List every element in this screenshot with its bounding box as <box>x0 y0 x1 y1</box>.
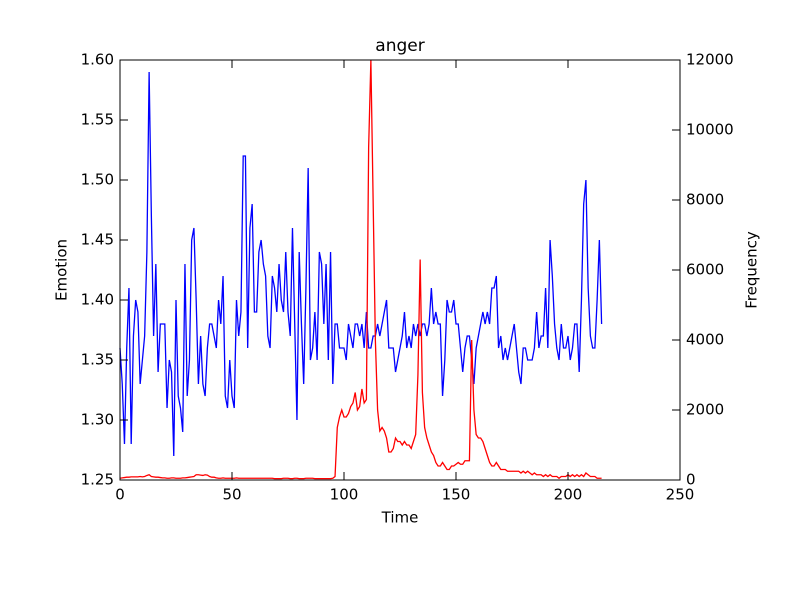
y-tick-label: 1.60 <box>81 51 114 69</box>
y-tick-label: 1.45 <box>81 231 114 249</box>
y-tick-label: 1.30 <box>81 411 114 429</box>
data-line <box>119 59 602 480</box>
y-tick-label: 1.55 <box>81 111 114 129</box>
plot-frame <box>119 59 681 481</box>
x-tick-label: 0 <box>115 486 125 504</box>
x-tick-label: 250 <box>666 486 695 504</box>
y2-tick-label: 6000 <box>686 261 724 279</box>
y2-tick-label: 10000 <box>686 121 734 139</box>
y2-tick-label: 12000 <box>686 51 734 69</box>
y2-tick-label: 4000 <box>686 331 724 349</box>
y2-axis-label: Frequency <box>743 231 761 309</box>
x-tick-label: 100 <box>330 486 359 504</box>
y2-tick-label: 8000 <box>686 191 724 209</box>
y-tick-label: 1.25 <box>81 471 114 489</box>
y-tick-label: 1.40 <box>81 291 114 309</box>
y-axis-label: Emotion <box>53 239 71 301</box>
data-line <box>119 71 603 457</box>
y-tick-label: 1.35 <box>81 351 114 369</box>
x-tick-label: 50 <box>222 486 241 504</box>
y-tick-label: 1.50 <box>81 171 114 189</box>
chart-title: anger <box>375 36 424 56</box>
x-tick-label: 200 <box>554 486 583 504</box>
plot-area <box>119 59 603 480</box>
y2-tick-label: 0 <box>686 471 696 489</box>
x-tick-label: 150 <box>442 486 471 504</box>
x-axis-label: Time <box>381 509 419 527</box>
y2-tick-label: 2000 <box>686 401 724 419</box>
